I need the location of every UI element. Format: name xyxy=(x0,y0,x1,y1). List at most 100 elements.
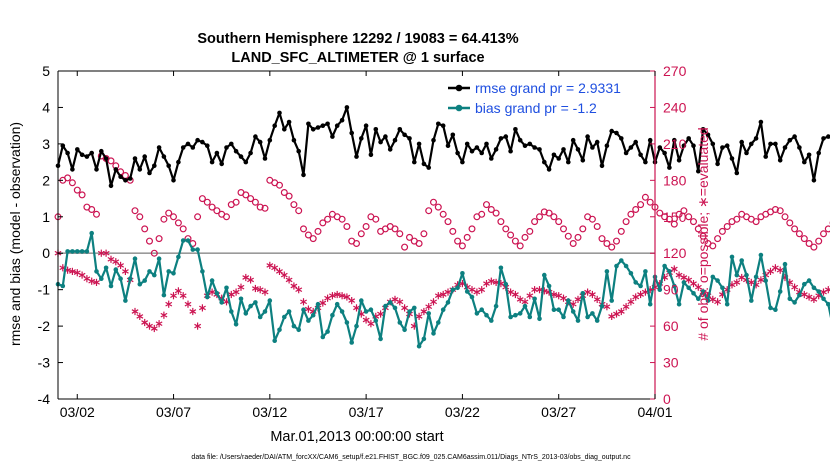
rmse-point xyxy=(517,137,523,143)
evaluated-obs-marker xyxy=(560,294,567,302)
possible-obs-marker xyxy=(723,223,731,231)
bias-point xyxy=(787,296,793,302)
rmse-point xyxy=(546,167,552,172)
bias-point xyxy=(479,307,485,313)
x-tick-label: 03/22 xyxy=(445,404,480,420)
bias-point xyxy=(493,303,499,309)
bias-point xyxy=(282,314,287,320)
bias-point xyxy=(604,269,610,274)
rmse-point xyxy=(315,125,321,130)
possible-obs-marker xyxy=(656,209,664,217)
possible-obs-marker xyxy=(468,225,476,233)
possible-obs-marker xyxy=(68,179,76,187)
possible-obs-marker xyxy=(516,242,524,250)
evaluated-obs-marker xyxy=(333,290,341,299)
possible-obs-marker xyxy=(786,219,794,227)
possible-obs-marker xyxy=(343,223,351,231)
evaluated-obs-marker xyxy=(733,278,741,286)
bias-point xyxy=(205,294,210,300)
rmse-point xyxy=(739,139,744,145)
possible-obs-marker xyxy=(612,237,620,245)
rmse-point xyxy=(156,145,162,150)
bias-point xyxy=(127,276,133,282)
evaluated-obs-marker xyxy=(805,293,813,301)
rmse-point xyxy=(325,121,330,127)
rmse-point xyxy=(426,165,432,170)
bias-point xyxy=(334,301,340,307)
evaluated-obs-marker xyxy=(627,298,635,306)
y-right-tick-label: 180 xyxy=(663,172,687,188)
possible-obs-marker xyxy=(545,209,553,217)
bias-point xyxy=(609,298,614,303)
evaluated-obs-marker xyxy=(767,267,774,275)
evaluated-obs-marker xyxy=(285,276,293,284)
rmse-point xyxy=(773,141,778,147)
legend-bias-label: bias grand pr = -1.2 xyxy=(475,100,597,116)
rmse-point xyxy=(710,141,716,147)
bias-point xyxy=(229,309,234,314)
bias-point xyxy=(672,283,677,289)
possible-obs-marker xyxy=(781,213,789,221)
bias-point xyxy=(392,305,398,311)
possible-obs-marker xyxy=(170,213,178,221)
rmse-point xyxy=(537,147,542,152)
bias-point xyxy=(84,249,90,254)
possible-obs-marker xyxy=(665,215,673,223)
evaluated-obs-marker xyxy=(714,298,722,306)
possible-obs-marker xyxy=(434,203,442,211)
possible-obs-marker xyxy=(540,208,548,216)
evaluated-obs-marker xyxy=(588,290,596,299)
x-tick-label: 03/07 xyxy=(156,404,191,420)
evaluated-obs-marker xyxy=(184,300,192,308)
possible-obs-marker xyxy=(174,219,182,227)
rmse-point xyxy=(137,167,143,172)
bias-point xyxy=(214,291,220,296)
possible-obs-marker xyxy=(632,206,640,214)
rmse-point xyxy=(763,154,768,159)
evaluated-obs-marker xyxy=(757,276,765,284)
possible-obs-marker xyxy=(526,227,534,235)
possible-obs-marker xyxy=(338,215,346,223)
evaluated-obs-marker xyxy=(670,265,678,273)
rmse-point xyxy=(623,150,629,156)
possible-obs-marker xyxy=(637,201,645,209)
evaluated-obs-marker xyxy=(396,298,404,306)
y-right-tick-label: 240 xyxy=(663,99,687,115)
possible-obs-marker xyxy=(776,207,784,215)
bias-point xyxy=(816,289,821,294)
rmse-point xyxy=(753,136,759,141)
bias-point xyxy=(103,265,109,271)
possible-obs-marker xyxy=(160,215,168,223)
rmse-point xyxy=(94,167,99,172)
y-left-tick-label: 2 xyxy=(42,172,50,188)
bias-point xyxy=(464,289,470,294)
possible-obs-marker xyxy=(276,181,284,189)
rmse-point xyxy=(166,163,171,169)
bias-point xyxy=(137,281,143,287)
possible-obs-marker xyxy=(579,225,587,233)
rmse-point xyxy=(696,168,701,174)
bias-point xyxy=(219,300,224,305)
rmse-point xyxy=(272,123,278,128)
bias-point xyxy=(546,283,552,289)
series-layer xyxy=(54,105,830,349)
bias-point xyxy=(440,307,446,313)
possible-obs-marker xyxy=(819,230,827,238)
bias-point xyxy=(436,320,441,325)
possible-obs-marker xyxy=(78,191,86,199)
bias-point xyxy=(542,272,547,278)
rmse-point xyxy=(474,145,480,150)
bias-point xyxy=(70,249,75,254)
rmse-point xyxy=(344,105,350,110)
bias-point xyxy=(744,272,749,278)
rmse-point xyxy=(604,143,610,148)
possible-obs-marker xyxy=(733,215,741,223)
possible-obs-marker xyxy=(689,218,697,226)
rmse-point xyxy=(359,136,364,141)
rmse-point xyxy=(469,148,475,154)
rmse-point xyxy=(99,148,104,154)
possible-obs-marker xyxy=(256,203,264,211)
possible-obs-marker xyxy=(574,233,582,241)
possible-obs-marker xyxy=(550,213,558,221)
bias-point xyxy=(508,314,513,320)
